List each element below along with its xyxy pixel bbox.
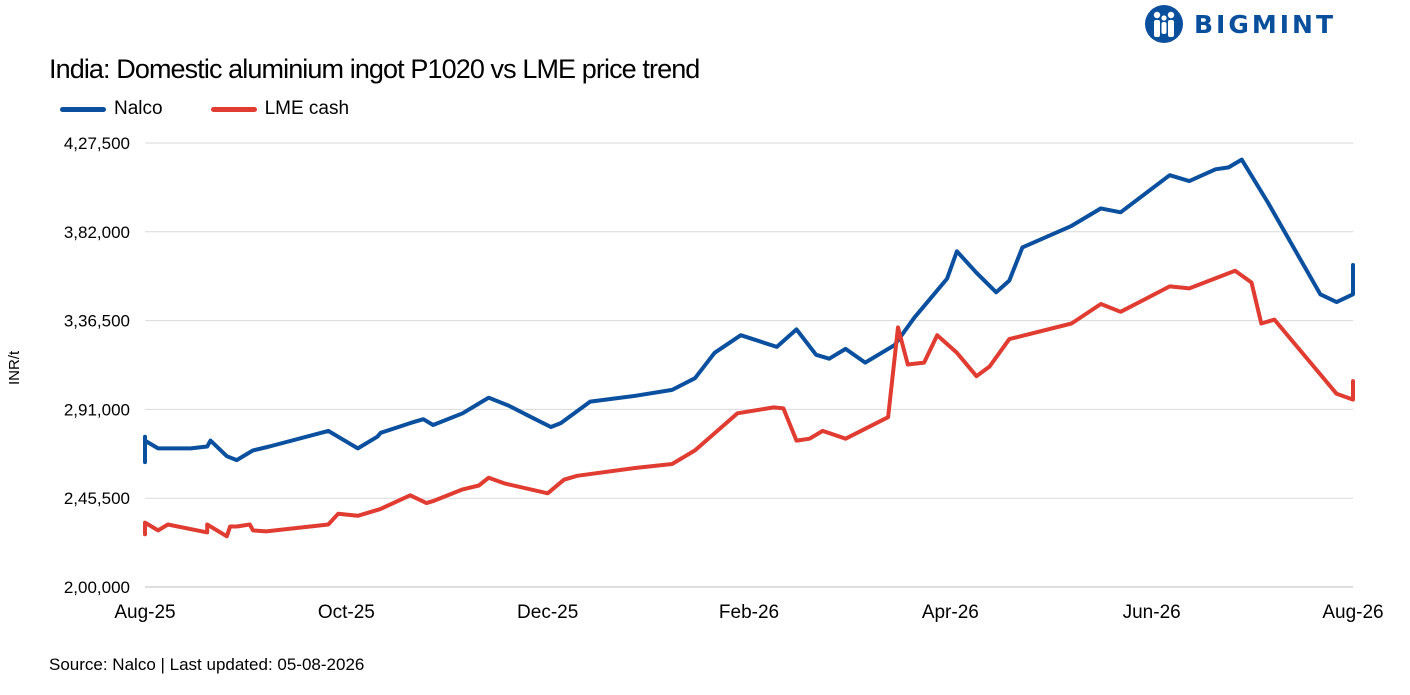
x-tick-label: Aug-26 xyxy=(1322,602,1383,623)
bigmint-logo-icon xyxy=(1145,5,1183,43)
series-line-nalco xyxy=(143,157,1355,465)
x-tick-label: Jun-26 xyxy=(1123,602,1181,623)
source-note: Source: Nalco | Last updated: 05-08-2026 xyxy=(49,655,365,674)
brand-name: BIGMINT xyxy=(1194,9,1337,39)
x-tick-label: Dec-25 xyxy=(517,602,578,623)
chart-legend: Nalco LME cash xyxy=(60,98,349,120)
x-tick-label: Aug-25 xyxy=(114,602,175,623)
legend-item-lme-cash: LME cash xyxy=(210,98,350,120)
y-tick-label: 2,91,000 xyxy=(64,400,130,419)
x-tick-label: Oct-25 xyxy=(318,602,375,623)
legend-label-nalco: Nalco xyxy=(114,98,163,119)
legend-item-nalco: Nalco xyxy=(60,98,163,120)
series-line-lme-cash xyxy=(143,268,1355,539)
y-tick-label: 2,45,500 xyxy=(64,489,130,508)
line-chart: 2,00,000 2,45,500 2,91,000 3,36,500 3,82,000… xyxy=(64,134,1384,623)
chart-title: India: Domestic aluminium ingot P1020 vs… xyxy=(49,54,700,84)
y-tick-label: 3,82,000 xyxy=(64,223,130,242)
legend-swatch-nalco xyxy=(60,106,106,112)
y-tick-label: 2,00,000 xyxy=(64,578,130,597)
legend-label-lme-cash: LME cash xyxy=(264,98,350,119)
x-tick-label: Apr-26 xyxy=(922,602,979,623)
y-tick-label: 4,27,500 xyxy=(64,134,130,153)
legend-swatch-lme-cash xyxy=(210,106,257,112)
brand-logo: BIGMINT xyxy=(1144,4,1336,44)
x-tick-label: Feb-26 xyxy=(719,602,779,623)
y-tick-label: 3,36,500 xyxy=(64,312,130,331)
